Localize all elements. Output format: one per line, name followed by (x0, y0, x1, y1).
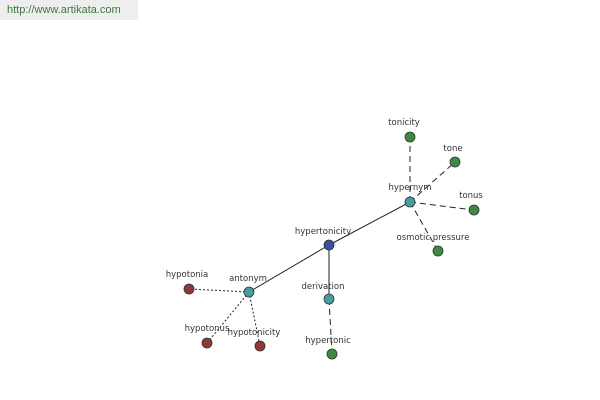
word-label[interactable]: hypotonicity (228, 328, 281, 338)
word-node[interactable] (326, 348, 338, 360)
word-label[interactable]: hypotonus (185, 324, 230, 334)
edge (409, 201, 475, 211)
edge (328, 201, 411, 246)
word-label[interactable]: hypertonic (305, 336, 351, 346)
word-label[interactable]: tonicity (388, 118, 420, 128)
word-node[interactable] (449, 156, 461, 168)
word-node[interactable] (323, 293, 335, 305)
word-label[interactable]: hypernym (388, 183, 431, 193)
edge (188, 288, 250, 293)
edge (409, 201, 439, 252)
edge (206, 291, 250, 344)
word-node[interactable] (404, 131, 416, 143)
word-node[interactable] (243, 286, 255, 298)
edge (248, 291, 261, 347)
word-node[interactable] (254, 340, 266, 352)
word-node[interactable] (404, 196, 416, 208)
word-node[interactable] (201, 337, 213, 349)
edge (328, 298, 333, 355)
word-node[interactable] (432, 245, 444, 257)
word-label[interactable]: tone (443, 144, 462, 154)
word-node[interactable] (468, 204, 480, 216)
site-url[interactable]: http://www.artikata.com (7, 4, 121, 16)
word-label[interactable]: hypotonia (166, 270, 209, 280)
word-node[interactable] (183, 283, 195, 295)
word-label[interactable]: hypertonicity (295, 227, 351, 237)
edge (248, 244, 330, 293)
word-label[interactable]: osmotic pressure (397, 233, 470, 243)
word-node[interactable] (323, 239, 335, 251)
site-header: http://www.artikata.com (0, 0, 138, 20)
word-label[interactable]: derivation (301, 282, 344, 292)
word-label[interactable]: antonym (229, 274, 267, 284)
word-label[interactable]: tonus (459, 191, 483, 201)
edge (409, 161, 456, 203)
